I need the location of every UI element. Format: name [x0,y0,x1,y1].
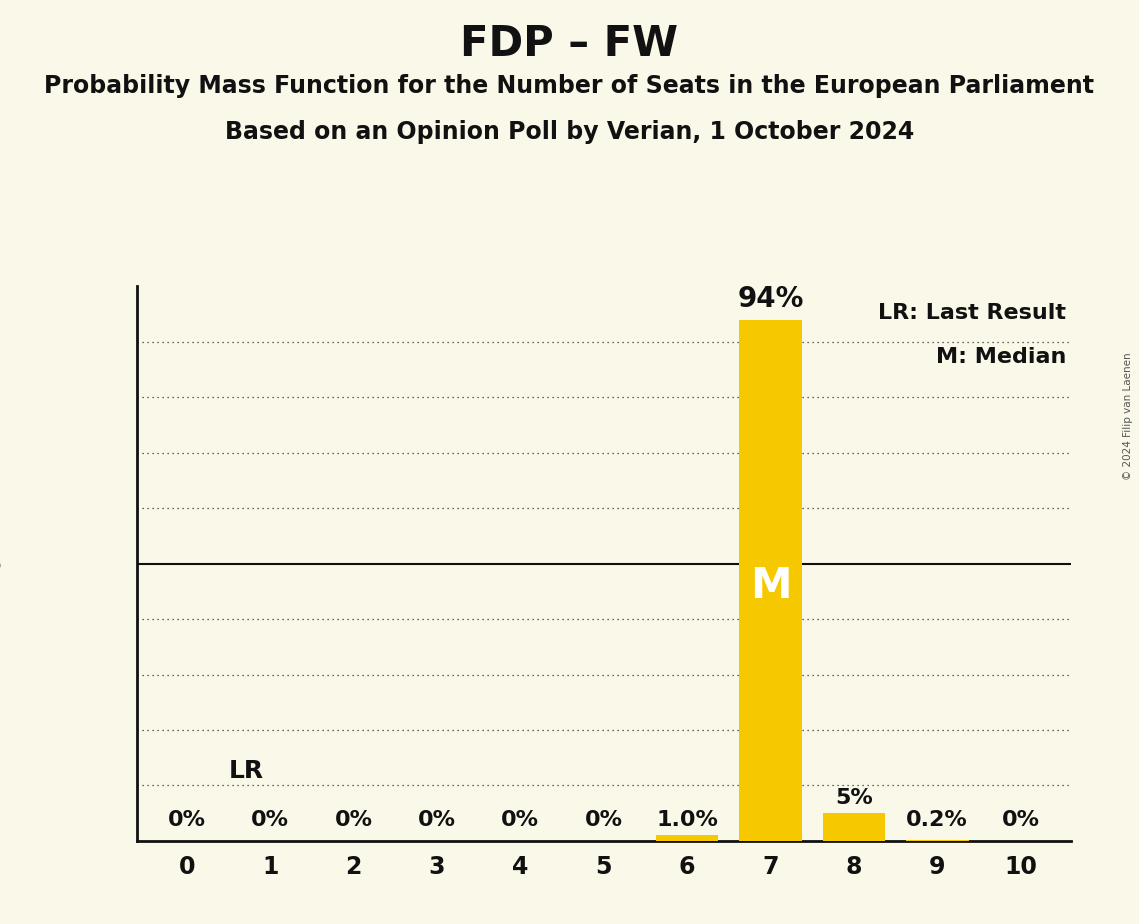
Text: © 2024 Filip van Laenen: © 2024 Filip van Laenen [1123,352,1133,480]
Bar [656,835,719,841]
Bar [906,840,968,841]
Text: 50%: 50% [0,551,1,577]
Text: 1.0%: 1.0% [656,809,718,830]
Text: 0%: 0% [251,809,289,830]
Bar [739,320,802,841]
Text: LR: LR [229,759,263,783]
Text: 0%: 0% [501,809,539,830]
Text: 0%: 0% [1001,809,1040,830]
Text: FDP – FW: FDP – FW [460,23,679,65]
Text: 94%: 94% [737,285,804,313]
Text: Based on an Opinion Poll by Verian, 1 October 2024: Based on an Opinion Poll by Verian, 1 Oc… [224,120,915,144]
Text: 5%: 5% [835,787,872,808]
Text: 0%: 0% [335,809,372,830]
Bar [822,813,885,841]
Text: Probability Mass Function for the Number of Seats in the European Parliament: Probability Mass Function for the Number… [44,74,1095,98]
Text: 0.2%: 0.2% [907,809,968,830]
Text: 0%: 0% [584,809,623,830]
Text: 0%: 0% [418,809,456,830]
Text: M: M [749,565,792,607]
Text: 0%: 0% [167,809,206,830]
Text: LR: Last Result: LR: Last Result [878,303,1066,323]
Text: M: Median: M: Median [936,347,1066,368]
